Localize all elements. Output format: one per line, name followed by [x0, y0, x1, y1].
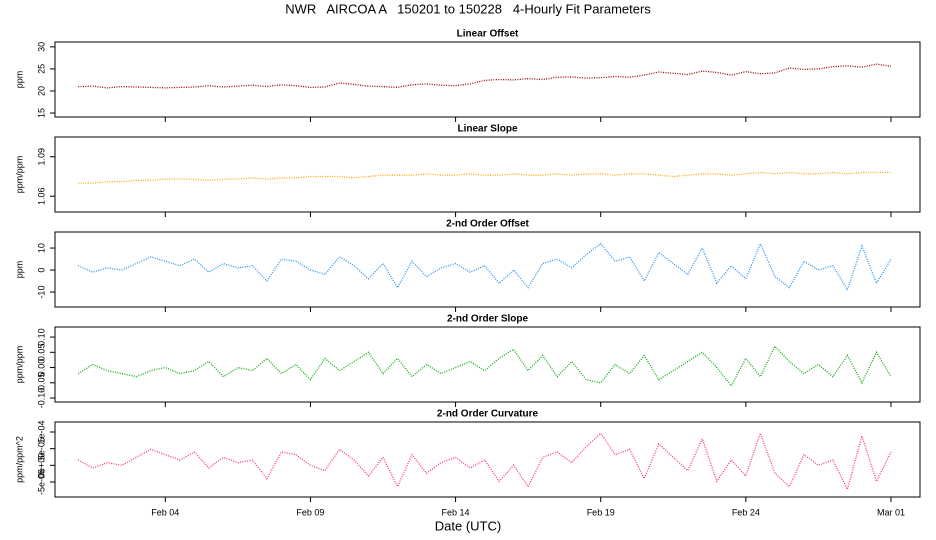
plot-frame [54, 326, 921, 403]
y-tick-label: 10 [36, 243, 46, 253]
y-tick-label: -10 [36, 286, 46, 299]
y-tick-label: 30 [36, 42, 46, 52]
y-tick-label: 0e+00 [36, 453, 46, 478]
y-tick-label: -0.10 [36, 388, 46, 409]
x-tick-label: Feb 09 [296, 507, 324, 517]
y-axis-label: ppm [14, 71, 24, 89]
panel-title: 2-nd Order Curvature [437, 409, 539, 420]
x-tick-label: Feb 04 [151, 507, 179, 517]
series-line [78, 171, 891, 184]
plot-frame [54, 421, 921, 498]
y-tick-label: 0.10 [36, 328, 46, 346]
series-line [78, 63, 892, 89]
y-tick-label: 5e-05 [36, 437, 46, 460]
series-line [77, 345, 892, 387]
plot-frame [54, 136, 921, 213]
y-tick-label: 1.06 [36, 187, 46, 205]
y-tick-label: 15 [36, 108, 46, 118]
panel-title: 2-nd Order Slope [447, 314, 529, 325]
y-axis-label: ppm [14, 261, 24, 279]
x-tick-label: Mar 01 [877, 507, 905, 517]
panel-title: Linear Slope [457, 124, 517, 135]
y-tick-label: 0.00 [36, 359, 46, 377]
x-tick-label: Feb 24 [732, 507, 760, 517]
x-tick-label: Feb 14 [442, 507, 470, 517]
y-axis-label: ppm/ppm [14, 346, 24, 384]
panel-title: Linear Offset [457, 29, 519, 40]
y-tick-label: 0 [36, 268, 46, 273]
chart-title: NWR AIRCOA A 150201 to 150228 4-Hourly F… [285, 1, 651, 16]
y-tick-label: -5e-05 [36, 469, 46, 495]
y-tick-label: 25 [36, 64, 46, 74]
y-axis-label: ppm/ppm [14, 156, 24, 194]
y-tick-label: 1e-04 [36, 420, 46, 443]
y-tick-label: 0.05 [36, 344, 46, 362]
y-axis-label: ppm/ppm^2 [14, 436, 24, 483]
plot-frame [54, 41, 921, 118]
x-tick-label: Feb 19 [587, 507, 615, 517]
series-line [77, 242, 892, 292]
y-tick-label: -0.05 [36, 373, 46, 394]
y-tick-label: 1.09 [36, 148, 46, 166]
y-tick-label: 20 [36, 86, 46, 96]
plot-frame [54, 231, 921, 308]
panel-title: 2-nd Order Offset [446, 219, 529, 230]
x-axis-label: Date (UTC) [435, 518, 501, 533]
